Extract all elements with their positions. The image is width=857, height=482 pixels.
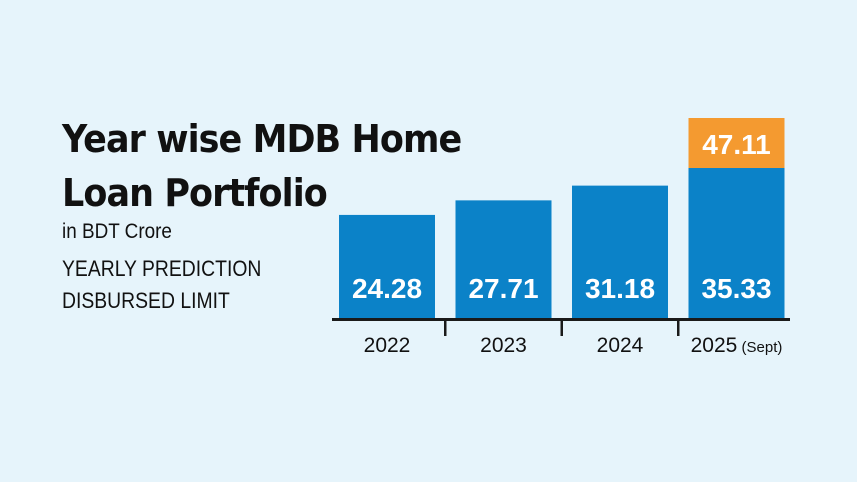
tick-label-2025: 2025 (Sept) (691, 334, 783, 357)
legend-disbursed-limit: DISBURSED LIMIT (62, 288, 230, 313)
data-label-2024-prediction: 31.18 (585, 273, 655, 304)
bar-2022-prediction (339, 214, 435, 318)
legend-yearly-prediction: YEARLY PREDICTION (62, 256, 262, 281)
data-label-2022-prediction: 24.28 (352, 273, 422, 304)
chart-subtitle: in BDT Crore (62, 220, 172, 243)
tick-label-2023: 2023 (480, 334, 527, 357)
bar-2024-prediction (572, 185, 668, 318)
title-line-2: Loan Portfolio (62, 171, 328, 215)
title-line-1: Year wise MDB Home (62, 117, 462, 161)
bar-2023-prediction (455, 200, 552, 318)
chart-title: Year wise MDB Home Loan Portfolio (62, 112, 462, 220)
data-label-2025-prediction: 35.33 (701, 273, 771, 304)
tick-label-note: (Sept) (737, 339, 782, 356)
data-label-2023-prediction: 27.71 (468, 273, 538, 304)
tick-label-2022: 2022 (364, 334, 411, 357)
bar-2025-disbursed (688, 118, 785, 169)
bar-2025-prediction (688, 168, 785, 318)
tick-label-2024: 2024 (597, 334, 644, 357)
data-label-2025-disbursed: 47.11 (702, 129, 771, 160)
